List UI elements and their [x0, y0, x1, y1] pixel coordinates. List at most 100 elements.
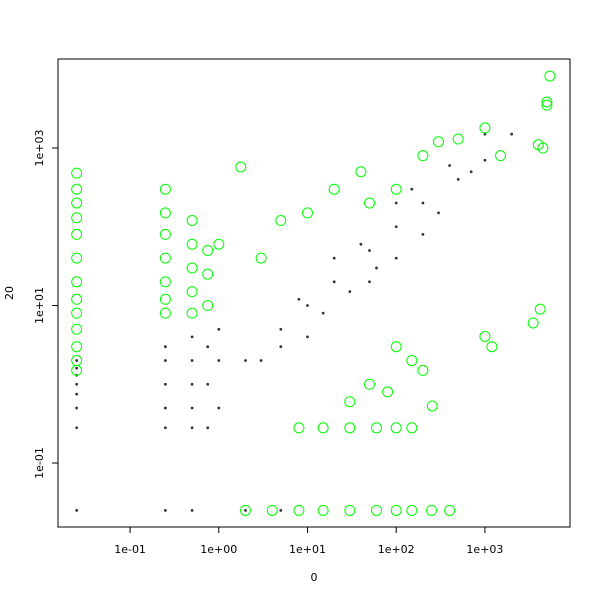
point: [75, 359, 79, 362]
highlight-point: [71, 293, 83, 305]
x-tick-label: 1e+02: [378, 543, 415, 556]
point: [279, 345, 283, 349]
point: [421, 201, 425, 205]
highlight-point: [495, 150, 507, 162]
highlight-point: [390, 183, 402, 195]
point: [306, 335, 309, 339]
highlight-point: [213, 238, 225, 250]
highlight-point: [293, 422, 305, 434]
highlight-point: [371, 504, 383, 516]
highlight-point: [406, 422, 418, 434]
highlight-point: [159, 307, 171, 319]
highlight-point: [159, 293, 171, 305]
point: [456, 177, 460, 181]
highlight-point: [444, 504, 456, 516]
point: [348, 290, 352, 294]
highlight-point: [159, 276, 171, 288]
highlight-point: [433, 136, 445, 148]
x-tick-label: 1e+00: [200, 543, 237, 556]
point: [75, 406, 79, 410]
highlight-point: [266, 504, 278, 516]
y-tick-label: 1e+01: [33, 287, 46, 324]
highlight-point: [71, 307, 83, 319]
plot-frame: [57, 58, 571, 528]
point: [394, 225, 398, 229]
highlight-point: [159, 252, 171, 264]
highlight-point: [527, 317, 539, 329]
highlight-point: [71, 167, 83, 179]
point: [217, 406, 221, 410]
highlight-point: [186, 286, 198, 298]
point: [217, 327, 221, 331]
highlight-point: [71, 323, 83, 335]
point: [394, 201, 398, 205]
point: [410, 187, 414, 191]
point: [368, 280, 371, 284]
highlight-point: [301, 207, 313, 219]
highlight-point: [71, 276, 83, 288]
point: [217, 359, 221, 362]
highlight-point: [71, 228, 83, 240]
highlight-point: [202, 244, 214, 256]
highlight-point: [255, 252, 267, 264]
highlight-point: [186, 307, 198, 319]
point: [259, 359, 263, 362]
point: [244, 509, 247, 512]
point: [448, 164, 452, 167]
point: [421, 232, 425, 236]
highlight-point: [235, 161, 247, 173]
highlight-point: [426, 504, 438, 516]
x-tick-label: 1e+01: [289, 543, 326, 556]
point: [359, 242, 363, 246]
highlight-point: [71, 341, 83, 353]
highlight-point: [293, 504, 305, 516]
highlight-point: [159, 228, 171, 240]
highlight-point: [537, 142, 549, 154]
highlight-point: [390, 341, 402, 353]
highlight-point: [344, 504, 356, 516]
highlight-point: [390, 504, 402, 516]
point: [321, 311, 325, 315]
point: [206, 382, 210, 386]
highlight-point: [371, 422, 383, 434]
highlight-point: [202, 300, 214, 312]
point: [279, 509, 283, 512]
point: [483, 132, 487, 136]
highlight-point: [186, 238, 198, 250]
point: [368, 249, 371, 252]
y-axis-label: 20: [3, 286, 16, 300]
highlight-point: [186, 215, 198, 227]
highlight-point: [355, 166, 367, 178]
highlight-point: [159, 207, 171, 219]
point: [332, 256, 336, 260]
highlight-point: [541, 99, 553, 111]
highlight-point: [534, 303, 546, 315]
highlight-point: [364, 378, 376, 390]
highlight-point: [417, 150, 429, 162]
point: [75, 509, 79, 512]
point: [190, 406, 194, 410]
x-tick-label: 1e-01: [114, 543, 146, 556]
point: [306, 304, 309, 307]
highlight-point: [390, 422, 402, 434]
highlight-point: [317, 422, 329, 434]
highlight-point: [71, 197, 83, 209]
point: [163, 359, 167, 362]
highlight-point: [486, 341, 498, 353]
highlight-point: [186, 262, 198, 274]
highlight-point: [328, 183, 340, 195]
point: [190, 335, 194, 339]
highlight-point: [344, 396, 356, 408]
point: [483, 158, 487, 162]
point: [75, 382, 79, 386]
point: [190, 509, 194, 512]
highlight-point: [479, 122, 491, 134]
point: [244, 359, 247, 362]
y-tick-label: 1e-01: [33, 447, 46, 479]
point: [163, 426, 167, 430]
highlight-point: [541, 96, 553, 108]
highlight-point: [544, 70, 556, 82]
point: [279, 327, 283, 331]
highlight-point: [417, 364, 429, 376]
